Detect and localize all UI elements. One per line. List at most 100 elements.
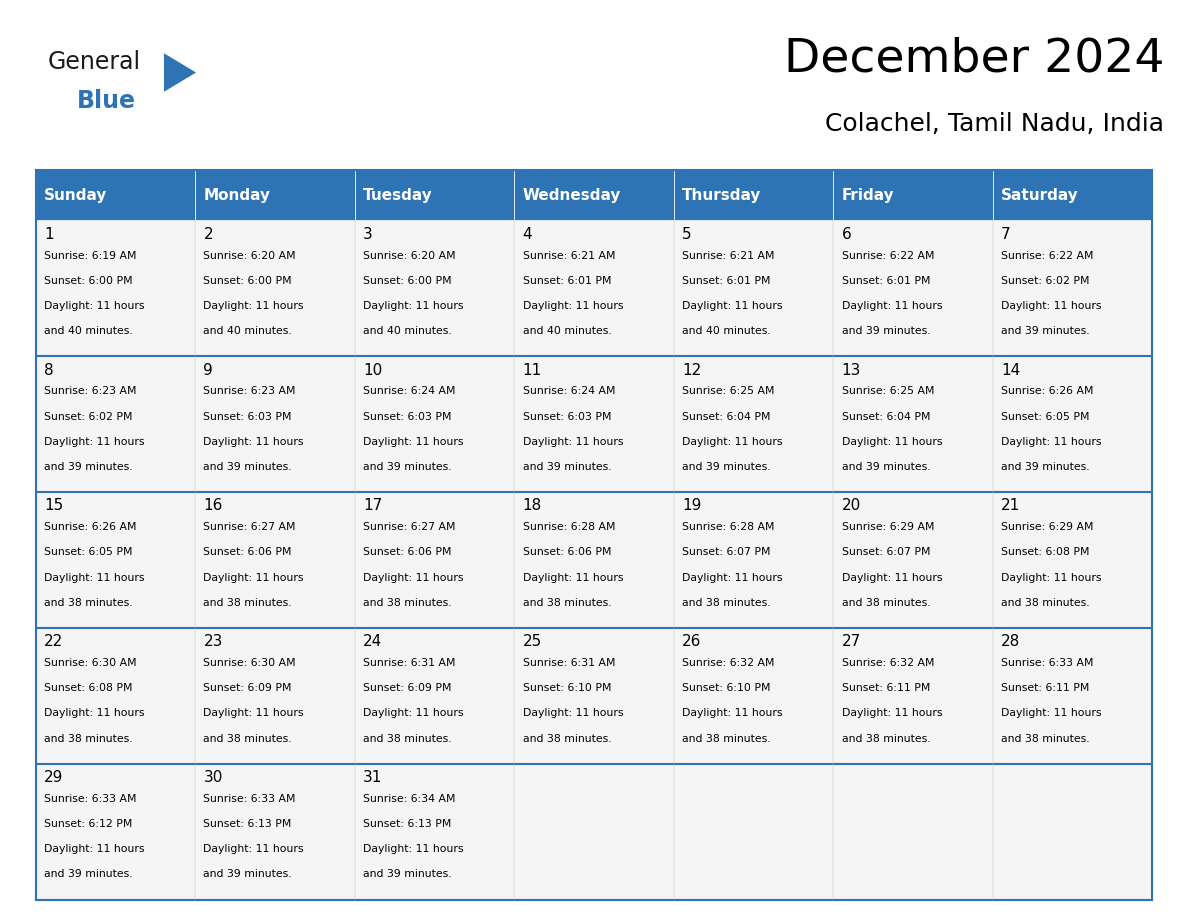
Text: Daylight: 11 hours: Daylight: 11 hours	[1001, 573, 1101, 583]
Text: 8: 8	[44, 363, 53, 377]
Text: Sunset: 6:09 PM: Sunset: 6:09 PM	[203, 683, 292, 693]
Text: Daylight: 11 hours: Daylight: 11 hours	[841, 437, 942, 447]
Text: Sunset: 6:00 PM: Sunset: 6:00 PM	[203, 275, 292, 285]
Text: 26: 26	[682, 634, 701, 649]
Text: Sunset: 6:07 PM: Sunset: 6:07 PM	[841, 547, 930, 557]
Text: Sunset: 6:07 PM: Sunset: 6:07 PM	[682, 547, 771, 557]
Text: 29: 29	[44, 770, 63, 785]
Text: Sunset: 6:03 PM: Sunset: 6:03 PM	[203, 411, 292, 421]
Bar	[36, 220, 195, 356]
Text: 6: 6	[841, 227, 852, 241]
Text: Daylight: 11 hours: Daylight: 11 hours	[682, 573, 783, 583]
Text: 3: 3	[364, 227, 373, 241]
Text: Daylight: 11 hours: Daylight: 11 hours	[44, 301, 145, 311]
Text: Sunset: 6:01 PM: Sunset: 6:01 PM	[682, 275, 771, 285]
Text: Daylight: 11 hours: Daylight: 11 hours	[523, 709, 623, 719]
Text: Sunset: 6:04 PM: Sunset: 6:04 PM	[841, 411, 930, 421]
Text: Daylight: 11 hours: Daylight: 11 hours	[364, 301, 463, 311]
Text: and 40 minutes.: and 40 minutes.	[682, 326, 771, 336]
Text: Sunrise: 6:31 AM: Sunrise: 6:31 AM	[523, 658, 615, 668]
Text: and 38 minutes.: and 38 minutes.	[523, 598, 611, 608]
Text: Sunrise: 6:22 AM: Sunrise: 6:22 AM	[841, 251, 934, 261]
Text: Daylight: 11 hours: Daylight: 11 hours	[203, 573, 304, 583]
Text: Sunrise: 6:29 AM: Sunrise: 6:29 AM	[841, 522, 934, 532]
Text: and 38 minutes.: and 38 minutes.	[364, 598, 451, 608]
Text: Daylight: 11 hours: Daylight: 11 hours	[44, 573, 145, 583]
Bar	[355, 764, 514, 900]
Bar	[355, 628, 514, 764]
Bar	[195, 628, 355, 764]
Text: Sunset: 6:05 PM: Sunset: 6:05 PM	[1001, 411, 1089, 421]
Text: Daylight: 11 hours: Daylight: 11 hours	[1001, 437, 1101, 447]
Text: 14: 14	[1001, 363, 1020, 377]
Text: Sunrise: 6:32 AM: Sunrise: 6:32 AM	[682, 658, 775, 668]
Bar	[993, 356, 1152, 492]
Text: and 38 minutes.: and 38 minutes.	[203, 598, 292, 608]
Text: Sunrise: 6:24 AM: Sunrise: 6:24 AM	[523, 386, 615, 397]
Text: Sunrise: 6:25 AM: Sunrise: 6:25 AM	[682, 386, 775, 397]
Text: and 38 minutes.: and 38 minutes.	[841, 598, 930, 608]
Bar	[674, 492, 833, 628]
Text: and 39 minutes.: and 39 minutes.	[1001, 462, 1089, 472]
Text: and 40 minutes.: and 40 minutes.	[523, 326, 612, 336]
Text: Daylight: 11 hours: Daylight: 11 hours	[1001, 709, 1101, 719]
Text: Sunset: 6:00 PM: Sunset: 6:00 PM	[44, 275, 133, 285]
Bar	[355, 492, 514, 628]
Bar	[674, 220, 833, 356]
Text: and 38 minutes.: and 38 minutes.	[203, 733, 292, 744]
Bar	[514, 628, 674, 764]
Text: Sunrise: 6:27 AM: Sunrise: 6:27 AM	[203, 522, 296, 532]
Text: Daylight: 11 hours: Daylight: 11 hours	[203, 845, 304, 855]
Text: Monday: Monday	[203, 187, 271, 203]
Text: and 39 minutes.: and 39 minutes.	[203, 869, 292, 879]
Text: Sunrise: 6:29 AM: Sunrise: 6:29 AM	[1001, 522, 1094, 532]
Text: Blue: Blue	[77, 89, 137, 113]
Text: Colachel, Tamil Nadu, India: Colachel, Tamil Nadu, India	[826, 112, 1164, 136]
Text: Sunset: 6:08 PM: Sunset: 6:08 PM	[44, 683, 132, 693]
Text: 22: 22	[44, 634, 63, 649]
Text: Sunset: 6:13 PM: Sunset: 6:13 PM	[364, 819, 451, 829]
Bar	[195, 492, 355, 628]
Bar	[993, 628, 1152, 764]
Text: 31: 31	[364, 770, 383, 785]
Text: Tuesday: Tuesday	[364, 187, 432, 203]
Bar	[36, 492, 195, 628]
Bar	[833, 628, 993, 764]
Bar	[355, 170, 514, 220]
Bar	[993, 220, 1152, 356]
Text: and 39 minutes.: and 39 minutes.	[1001, 326, 1089, 336]
Text: and 38 minutes.: and 38 minutes.	[1001, 733, 1089, 744]
Text: 15: 15	[44, 498, 63, 513]
Text: Sunrise: 6:26 AM: Sunrise: 6:26 AM	[1001, 386, 1094, 397]
Text: Sunrise: 6:33 AM: Sunrise: 6:33 AM	[203, 794, 296, 804]
Bar	[833, 764, 993, 900]
Bar	[833, 492, 993, 628]
Bar	[195, 356, 355, 492]
Text: Sunrise: 6:22 AM: Sunrise: 6:22 AM	[1001, 251, 1094, 261]
Text: and 39 minutes.: and 39 minutes.	[203, 462, 292, 472]
Text: Daylight: 11 hours: Daylight: 11 hours	[44, 845, 145, 855]
Bar	[674, 356, 833, 492]
Text: Sunrise: 6:32 AM: Sunrise: 6:32 AM	[841, 658, 934, 668]
Text: Sunset: 6:03 PM: Sunset: 6:03 PM	[364, 411, 451, 421]
Text: 24: 24	[364, 634, 383, 649]
Bar	[674, 628, 833, 764]
Text: Daylight: 11 hours: Daylight: 11 hours	[682, 301, 783, 311]
Text: Daylight: 11 hours: Daylight: 11 hours	[44, 709, 145, 719]
Text: Sunset: 6:10 PM: Sunset: 6:10 PM	[523, 683, 611, 693]
Text: Sunset: 6:11 PM: Sunset: 6:11 PM	[841, 683, 930, 693]
Text: and 39 minutes.: and 39 minutes.	[44, 462, 133, 472]
Text: and 38 minutes.: and 38 minutes.	[44, 598, 133, 608]
Text: and 38 minutes.: and 38 minutes.	[523, 733, 611, 744]
Text: Sunset: 6:06 PM: Sunset: 6:06 PM	[523, 547, 611, 557]
Text: Daylight: 11 hours: Daylight: 11 hours	[682, 437, 783, 447]
Text: Thursday: Thursday	[682, 187, 762, 203]
Text: and 39 minutes.: and 39 minutes.	[44, 869, 133, 879]
Bar	[195, 220, 355, 356]
Text: Daylight: 11 hours: Daylight: 11 hours	[203, 437, 304, 447]
Text: Sunrise: 6:24 AM: Sunrise: 6:24 AM	[364, 386, 455, 397]
Text: Daylight: 11 hours: Daylight: 11 hours	[364, 573, 463, 583]
Bar	[514, 170, 674, 220]
Text: 19: 19	[682, 498, 701, 513]
Bar	[514, 356, 674, 492]
